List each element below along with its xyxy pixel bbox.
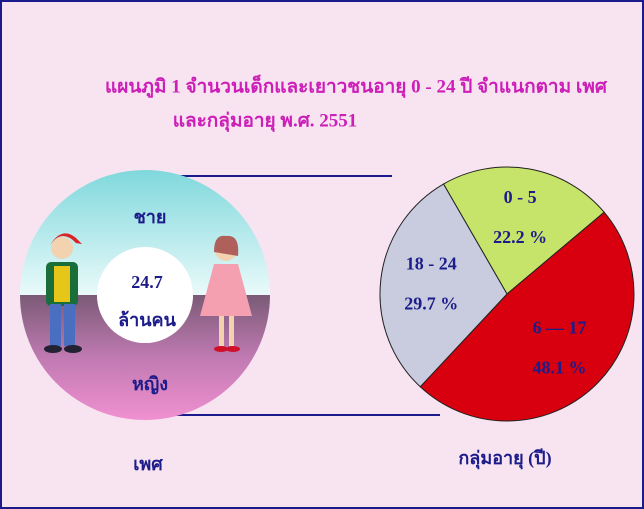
axis-label: กลุ่มอายุ (ปี): [458, 448, 551, 470]
pie-slice: [442, 166, 605, 295]
axis-label: เพศ: [133, 454, 163, 474]
center-value: 24.7: [131, 272, 163, 292]
donut-hole: [97, 247, 193, 343]
value-label: 22.2 %: [493, 227, 547, 247]
category-label: 0 - 5: [504, 187, 537, 207]
category-label: 6 — 17: [532, 317, 586, 337]
center-unit: ล้านคน: [118, 310, 176, 330]
donut-half: [20, 170, 270, 295]
title-line: และกลุ่มอายุ พ.ศ. 2551: [173, 110, 358, 132]
pie-slice: [419, 211, 635, 422]
title-line: แผนภูมิ 1 จำนวนเด็กและเยาวชนอายุ 0 - 24 …: [105, 73, 608, 98]
donut-half: [20, 295, 270, 420]
value-label: 48.1 %: [532, 357, 586, 377]
category-label: ชาย: [134, 207, 167, 227]
value-label: 29.7 %: [404, 293, 458, 313]
boy-figure: [44, 233, 82, 353]
category-label: 18 - 24: [406, 253, 457, 273]
category-label: หญิง: [132, 374, 168, 395]
pie-slice: [379, 183, 508, 388]
girl-figure: [200, 235, 252, 352]
